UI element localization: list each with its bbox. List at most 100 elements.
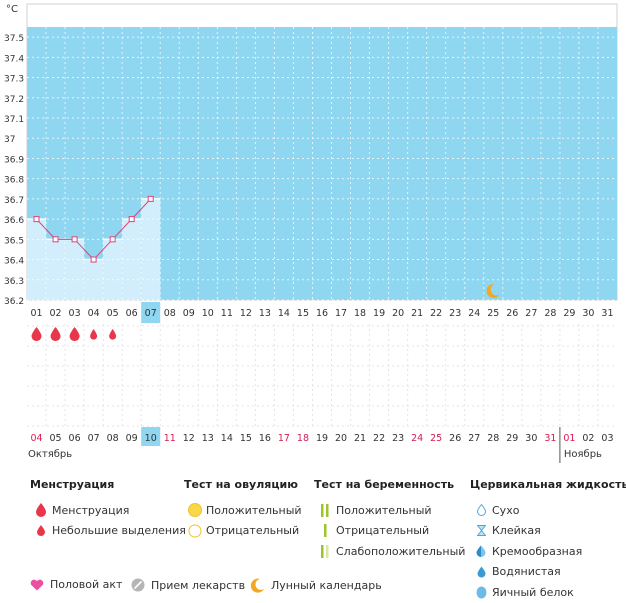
legend-item-ovulation-positive: Положительный xyxy=(184,500,302,521)
calendar-date-label: 01 xyxy=(563,433,575,444)
cycle-day-label: 19 xyxy=(373,308,385,319)
legend-item-sticky: Клейкая xyxy=(470,521,626,542)
legend-item-watery: Водянистая xyxy=(470,562,626,583)
legend-cervical-fluid: Цервикальная жидкость Сухо Клейкая Кремо… xyxy=(470,474,626,603)
current-day-highlight xyxy=(141,302,161,323)
y-tick-label: 36.6 xyxy=(4,216,24,226)
double-stripe-icon xyxy=(314,503,336,517)
bbt-chart: °C 36.2 36.3 36.4 36.5 36.6 36.7 36.8 36.9 37 37.1… xyxy=(4,3,618,463)
y-axis: °C 36.2 36.3 36.4 36.5 36.6 36.7 36.8 36.9 37 37.1… xyxy=(4,4,24,307)
calendar-date-label: 23 xyxy=(392,433,404,444)
cycle-day-label: 27 xyxy=(525,308,537,319)
cycle-day-label: 02 xyxy=(50,308,62,319)
spotting-drop-icon xyxy=(109,329,117,340)
legend-item-pregnancy-weak: Слабоположительный xyxy=(314,541,465,562)
legend-title-cervical: Цервикальная жидкость xyxy=(470,478,626,491)
calendar-date-label: 26 xyxy=(449,433,461,444)
y-tick-label: 37.4 xyxy=(4,54,24,64)
legend-pregnancy-test: Тест на беременность Положительный Отриц… xyxy=(314,474,465,562)
calendar-date-label: 12 xyxy=(183,433,195,444)
calendar-date-label: 27 xyxy=(468,433,480,444)
legend-label: Менструация xyxy=(52,503,130,517)
legend-item-menstruation: Менструация xyxy=(30,500,186,521)
cycle-day-label: 30 xyxy=(582,308,594,319)
cycle-day-label: 25 xyxy=(487,308,499,319)
cycle-day-label: 23 xyxy=(449,308,461,319)
legend: Менструация Менструация Небольшие выделе… xyxy=(0,474,626,599)
oval-drop-icon xyxy=(470,586,492,599)
legend-label: Отрицательный xyxy=(336,524,430,538)
y-tick-label: 36.9 xyxy=(4,155,24,165)
calendar-date-label: 24 xyxy=(411,433,423,444)
temperature-point xyxy=(109,236,116,243)
y-tick-label: 37 xyxy=(4,135,15,145)
legend-label: Кремообразная xyxy=(492,544,583,558)
circle-filled-icon xyxy=(184,503,206,518)
legend-label: Половой акт xyxy=(50,578,123,591)
hourglass-icon xyxy=(470,525,492,537)
calendar-date-label: 14 xyxy=(221,433,233,444)
legend-item-moon-calendar: Лунный календарь xyxy=(250,578,382,593)
cycle-day-label: 04 xyxy=(88,308,100,319)
pill-icon xyxy=(131,578,145,592)
legend-label: Положительный xyxy=(206,503,302,517)
y-tick-label: 36.3 xyxy=(4,277,24,287)
calendar-date-label: 07 xyxy=(88,433,100,444)
cycle-day-label: 03 xyxy=(69,308,81,319)
y-tick-label: 36.5 xyxy=(4,236,24,246)
month-label-october: Октябрь xyxy=(28,449,72,460)
menstruation-drop-icon xyxy=(50,327,61,342)
cycle-day-label: 24 xyxy=(468,308,480,319)
legend-label: Сухо xyxy=(492,503,520,517)
legend-label: Прием лекарств xyxy=(151,578,246,592)
cycle-day-label: 07 xyxy=(145,308,157,319)
temperature-column xyxy=(122,219,142,300)
cycle-day-label: 28 xyxy=(544,308,556,319)
legend-ovulation-test: Тест на овуляцию Положительный Отрицател… xyxy=(184,474,302,541)
y-tick-label: 36.2 xyxy=(4,297,24,307)
legend-title-pregnancy: Тест на беременность xyxy=(314,478,455,491)
calendar-date-label: 17 xyxy=(278,433,290,444)
temperature-point xyxy=(128,216,135,223)
calendar-date-label: 09 xyxy=(126,433,138,444)
single-stripe-icon xyxy=(314,524,336,538)
calendar-date-label: 28 xyxy=(487,433,499,444)
calendar-date-row: 04 05 06 07 08 09 10 11 12 13 14 15 16 17 18 19 20 21 22 23… xyxy=(28,427,614,463)
cycle-day-label: 31 xyxy=(601,308,613,319)
month-label-november: Ноябрь xyxy=(564,449,602,460)
calendar-date-label: 06 xyxy=(69,433,81,444)
y-tick-label: 37.1 xyxy=(4,115,24,125)
drop-big-icon xyxy=(30,503,52,518)
temperature-column xyxy=(27,219,47,300)
legend-item-ovulation-negative: Отрицательный xyxy=(184,521,302,542)
cycle-day-label: 09 xyxy=(183,308,195,319)
cycle-day-label: 08 xyxy=(164,308,176,319)
cycle-day-label: 21 xyxy=(411,308,423,319)
cycle-day-label: 01 xyxy=(30,308,42,319)
cycle-day-label: 05 xyxy=(107,308,119,319)
legend-item-pregnancy-positive: Положительный xyxy=(314,500,465,521)
drop-outline-icon xyxy=(470,504,492,517)
weak-stripe-icon xyxy=(314,544,336,558)
calendar-date-label: 31 xyxy=(544,433,556,444)
plot-area xyxy=(26,3,618,301)
cycle-day-label: 22 xyxy=(430,308,442,319)
legend-item-dry: Сухо xyxy=(470,500,626,521)
cycle-day-label: 12 xyxy=(240,308,252,319)
legend-item-medication: Прием лекарств xyxy=(131,578,245,592)
cycle-day-label: 13 xyxy=(259,308,271,319)
menstruation-drop-icon xyxy=(69,327,80,342)
y-unit-label: °C xyxy=(6,4,18,15)
circle-outline-icon xyxy=(184,524,206,538)
menstruation-drop-icon xyxy=(31,327,42,342)
y-tick-label: 36.7 xyxy=(4,196,24,206)
y-tick-label: 36.8 xyxy=(4,176,24,186)
notes-grid xyxy=(27,324,617,427)
legend-item-spotting: Небольшие выделения xyxy=(30,521,186,542)
calendar-date-label: 18 xyxy=(297,433,309,444)
legend-label: Слабоположительный xyxy=(336,544,466,558)
today-highlight xyxy=(141,427,161,446)
drop-half-icon xyxy=(470,545,492,558)
legend-item-creamy: Кремообразная xyxy=(470,541,626,562)
y-tick-label: 37.5 xyxy=(4,34,24,44)
